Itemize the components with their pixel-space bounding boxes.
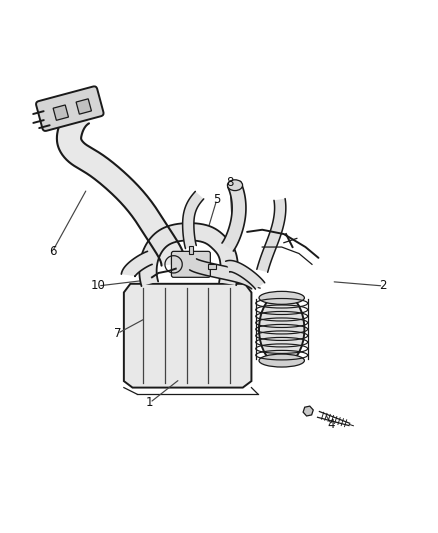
Polygon shape (303, 406, 313, 416)
Text: 10: 10 (91, 279, 106, 293)
Text: 5: 5 (213, 193, 220, 206)
Bar (189, 246, 193, 254)
Text: 4: 4 (328, 418, 335, 431)
Polygon shape (124, 284, 251, 387)
FancyBboxPatch shape (76, 99, 92, 114)
Polygon shape (190, 259, 260, 289)
Ellipse shape (227, 180, 243, 191)
Polygon shape (121, 252, 152, 277)
FancyBboxPatch shape (36, 86, 103, 131)
Text: 7: 7 (113, 327, 121, 340)
Ellipse shape (259, 294, 304, 365)
Text: 8: 8 (226, 176, 233, 189)
Polygon shape (226, 261, 265, 289)
Ellipse shape (259, 292, 304, 304)
Text: 2: 2 (380, 279, 387, 293)
Bar (208, 264, 216, 269)
Polygon shape (57, 103, 186, 265)
Polygon shape (139, 223, 238, 286)
FancyBboxPatch shape (53, 105, 68, 120)
Ellipse shape (49, 96, 73, 112)
Polygon shape (183, 191, 204, 248)
Polygon shape (222, 181, 246, 251)
Ellipse shape (259, 354, 304, 367)
Text: 1: 1 (146, 396, 154, 409)
FancyBboxPatch shape (171, 252, 210, 277)
Text: 6: 6 (49, 245, 56, 258)
Polygon shape (257, 199, 286, 272)
